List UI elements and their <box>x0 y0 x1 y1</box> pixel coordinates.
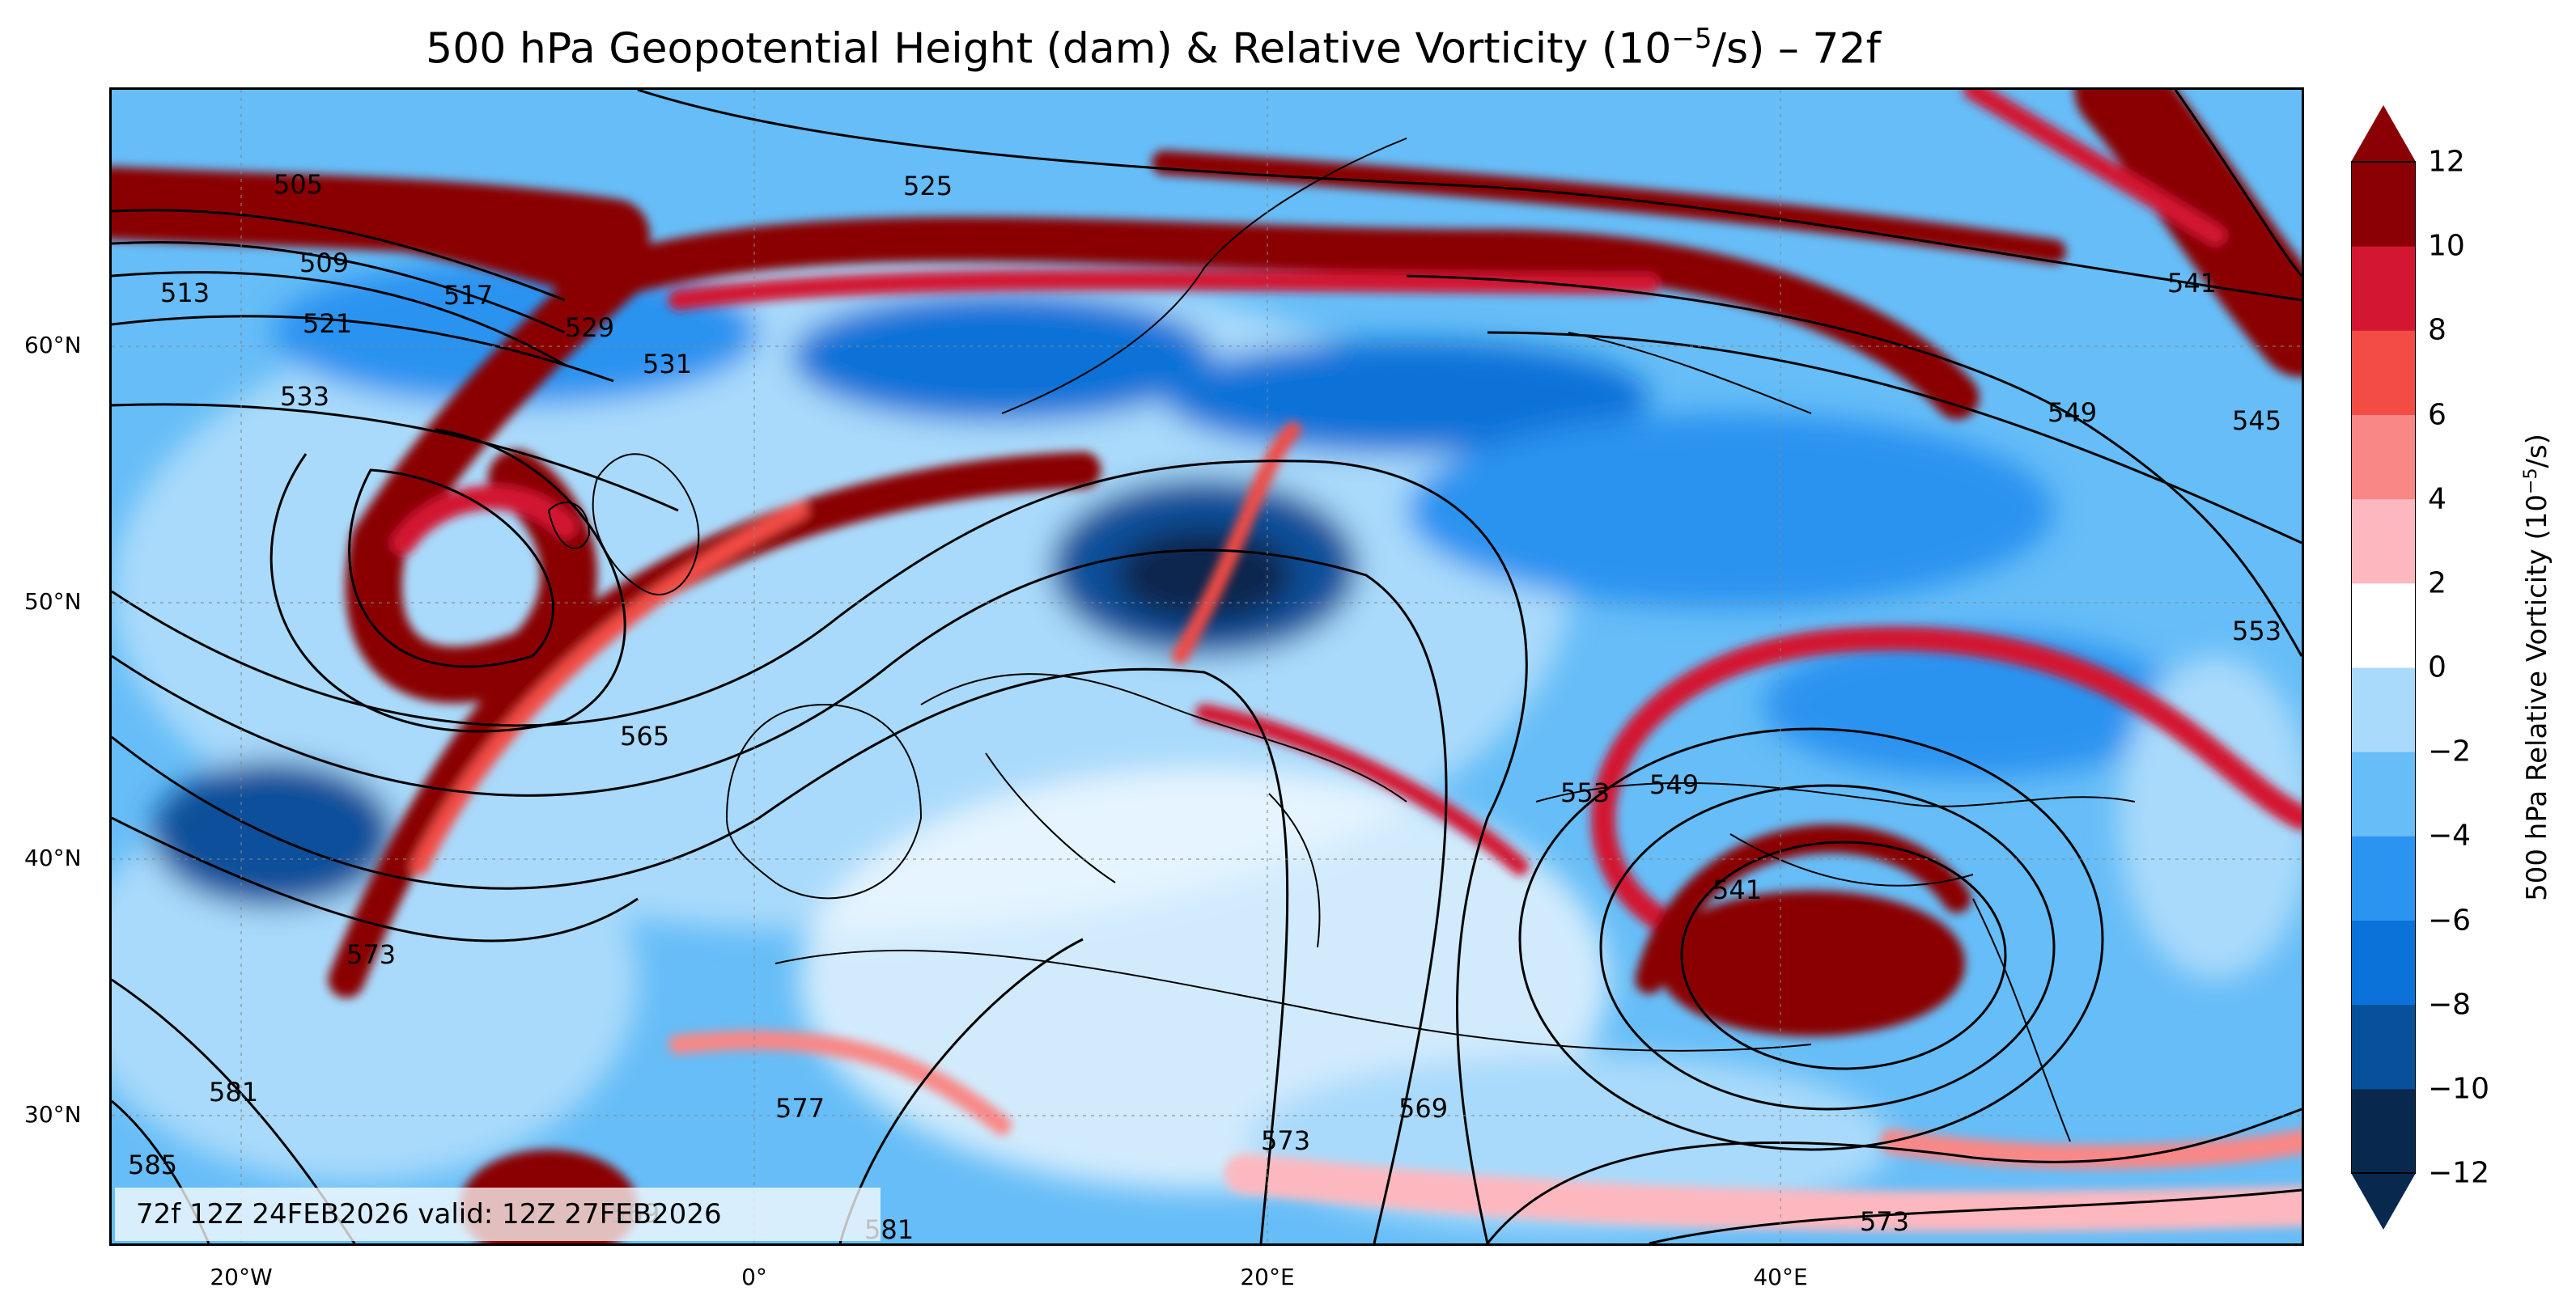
contour-label: 533 <box>280 381 329 412</box>
contour-label: 513 <box>160 277 210 308</box>
colorbar-segment <box>2351 246 2416 331</box>
colorbar-segment <box>2351 414 2416 500</box>
contour-label: 573 <box>1261 1125 1310 1156</box>
colorbar-segment <box>2351 752 2416 837</box>
contour-label: 505 <box>274 169 323 200</box>
colorbar-tick-label: −2 <box>2428 735 2472 769</box>
lon-label-20w: 20°W <box>210 1264 273 1290</box>
colorbar-segment <box>2351 1088 2416 1174</box>
contour-label: 545 <box>2232 405 2281 436</box>
contour-label: 521 <box>303 308 352 339</box>
colorbar-segment <box>2351 498 2416 584</box>
colorbar-tick-label: −6 <box>2428 904 2472 937</box>
lon-label-0: 0° <box>741 1264 767 1290</box>
colorbar-segment <box>2351 836 2416 921</box>
colorbar-label: 500 hPa Relative Vorticity (10−5/s) <box>2520 434 2554 901</box>
contour-label: 549 <box>1649 769 1699 800</box>
colorbar-over-arrow <box>2351 105 2416 162</box>
contour-label-group: 505 509 513 517 521 525 529 531 533 541 … <box>128 169 2281 1243</box>
colorbar-tick-label: 2 <box>2428 566 2447 600</box>
vorticity-map: 505 509 513 517 521 525 529 531 533 541 … <box>112 90 2302 1243</box>
lon-label-40e: 40°E <box>1753 1264 1808 1290</box>
colorbar-tick-label: −12 <box>2428 1156 2489 1190</box>
contour-label: 569 <box>1398 1093 1448 1124</box>
lat-lon-grid <box>112 90 2302 1243</box>
contour-label: 529 <box>565 312 614 343</box>
contour-label: 541 <box>1712 875 1762 905</box>
contour-label: 553 <box>1560 777 1610 808</box>
contour-label: 573 <box>346 939 396 970</box>
colorbar-segment <box>2351 920 2416 1006</box>
contour-label: 531 <box>643 349 692 379</box>
lon-label-20e: 20°E <box>1240 1264 1295 1290</box>
colorbar-segment <box>2351 1004 2416 1090</box>
lat-label-30n: 30°N <box>24 1101 82 1128</box>
contour-label: 553 <box>2232 616 2281 646</box>
forecast-valid-time: 72f 12Z 24FEB2026 valid: 12Z 27FEB2026 <box>115 1188 881 1241</box>
map-title: 500 hPa Geopotential Height (dam) & Rela… <box>426 23 1881 74</box>
lat-label-60n: 60°N <box>24 332 82 358</box>
colorbar-tick-label: −8 <box>2428 988 2472 1022</box>
lat-label-50n: 50°N <box>24 588 82 615</box>
contour-label: 549 <box>2048 397 2097 428</box>
contour-label: 517 <box>443 280 493 311</box>
colorbar-tick-label: 8 <box>2428 313 2447 347</box>
colorbar-segment <box>2351 582 2416 668</box>
contour-label: 565 <box>620 721 669 752</box>
contour-label: 581 <box>209 1077 258 1108</box>
colorbar <box>2351 105 2416 1230</box>
colorbar-tick-label: −10 <box>2428 1072 2489 1106</box>
map-panel: 505 509 513 517 521 525 529 531 533 541 … <box>109 87 2304 1246</box>
contour-label: 577 <box>775 1093 825 1124</box>
colorbar-tick-label: 10 <box>2428 229 2465 263</box>
contour-label: 525 <box>903 171 953 201</box>
colorbar-tick-label: 0 <box>2428 650 2447 684</box>
colorbar-tick-label: 4 <box>2428 482 2447 516</box>
height-contours <box>112 90 2302 1243</box>
colorbar-segment <box>2351 667 2416 752</box>
lat-label-40n: 40°N <box>24 845 82 871</box>
colorbar-outline <box>2351 161 2416 1174</box>
colorbar-under-arrow <box>2351 1173 2416 1230</box>
colorbar-segments <box>2351 162 2416 1174</box>
colorbar-segment <box>2351 162 2416 247</box>
contour-label: 585 <box>128 1150 177 1180</box>
colorbar-tick-label: 6 <box>2428 398 2447 431</box>
contour-label: 509 <box>299 248 349 278</box>
coastlines <box>547 138 2136 1142</box>
contour-label: 541 <box>2167 268 2217 299</box>
contour-label: 573 <box>1860 1206 1909 1237</box>
colorbar-tick-label: −4 <box>2428 819 2472 853</box>
colorbar-tick-label: 12 <box>2428 145 2465 179</box>
colorbar-segment <box>2351 330 2416 415</box>
